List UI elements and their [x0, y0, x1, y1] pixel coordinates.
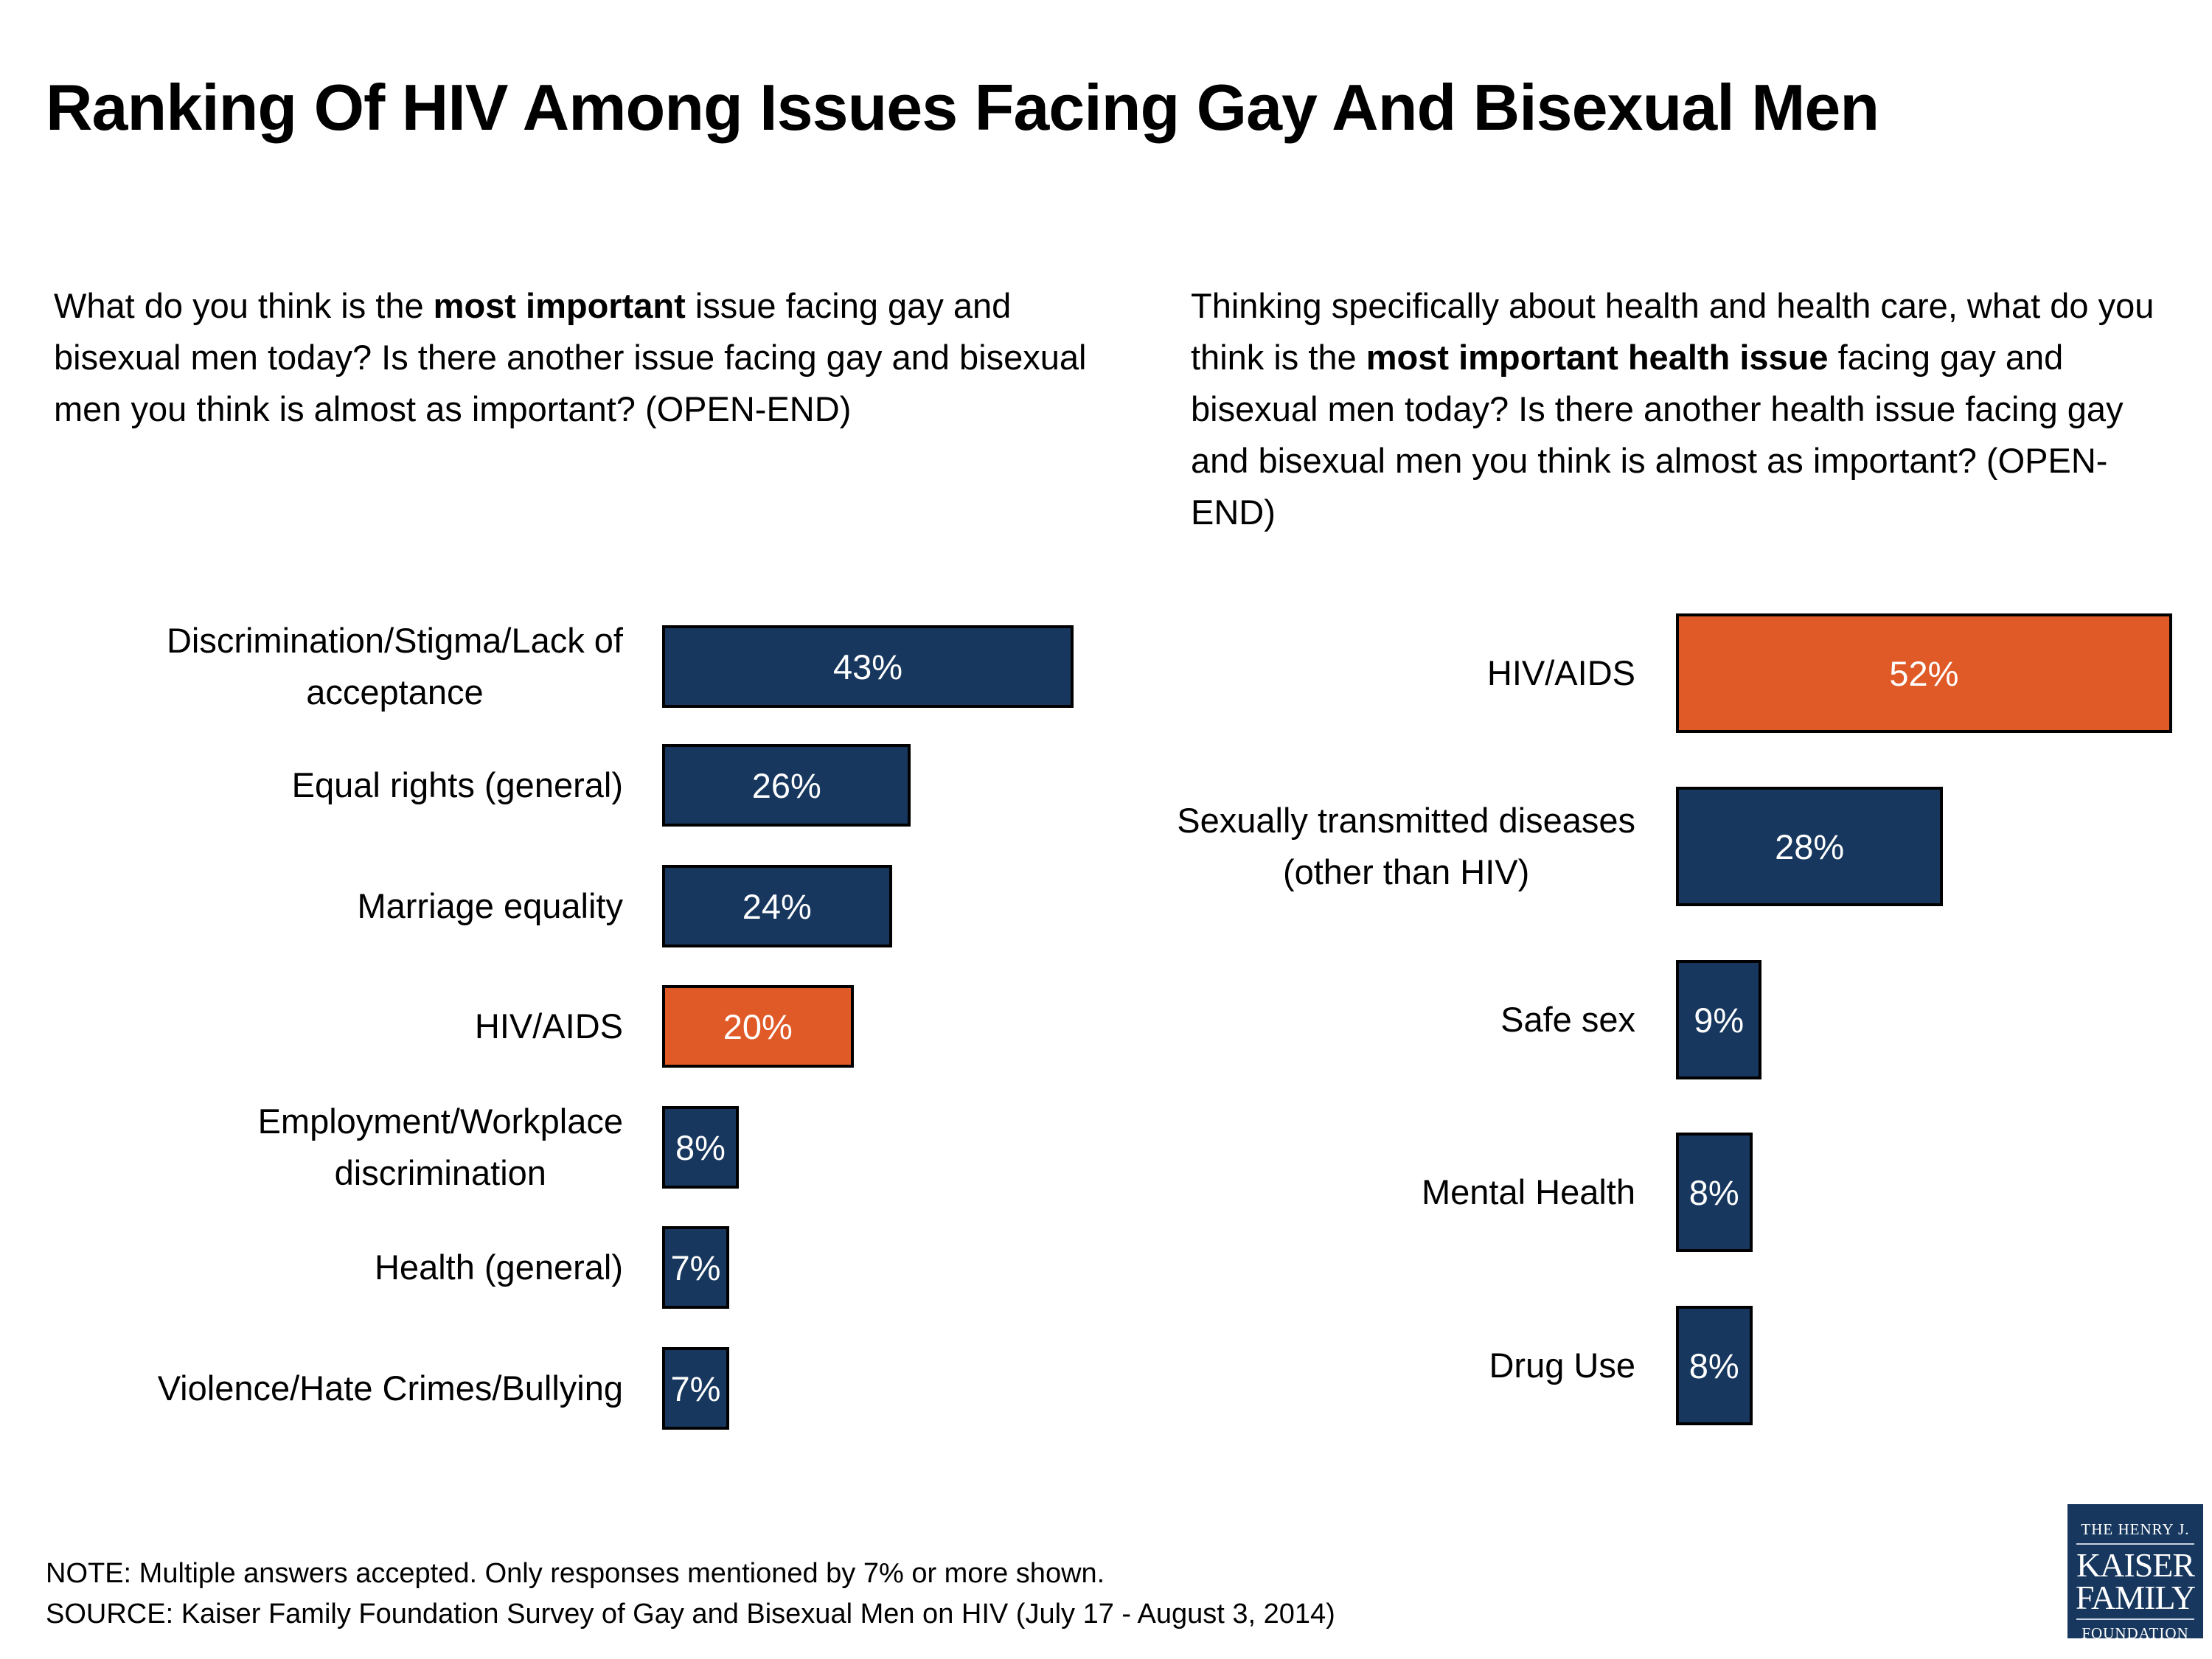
bar: 52%: [1676, 613, 2172, 733]
bar: 20%: [662, 985, 854, 1068]
category-label: Drug Use: [1489, 1346, 1635, 1385]
bar: 8%: [1676, 1133, 1753, 1252]
bar: 28%: [1676, 787, 1944, 906]
category-label: HIV/AIDS: [1486, 653, 1635, 692]
data-label: 7%: [670, 1248, 721, 1287]
data-label: 8%: [675, 1127, 726, 1167]
bar: 43%: [662, 625, 1074, 708]
source-text: SOURCE: Kaiser Family Foundation Survey …: [46, 1599, 1335, 1630]
logo-text: KAISER: [2076, 1546, 2195, 1584]
question-emphasis: most important: [433, 286, 686, 325]
question-emphasis: most important health issue: [1366, 338, 1829, 377]
category-label-wrap: Equal rights (general): [33, 730, 623, 841]
left-question: What do you think is the most important …: [54, 280, 1101, 435]
bar: 8%: [1676, 1306, 1753, 1425]
category-label-wrap: Discrimination/Stigma/Lack of acceptance: [33, 611, 623, 722]
category-label-wrap: Safe sex: [1075, 964, 1635, 1075]
data-label: 28%: [1775, 827, 1845, 866]
data-label: 52%: [1889, 653, 1959, 693]
question-text: facing gay and bisexual men today? Is th…: [1191, 338, 2124, 532]
category-label-wrap: Health (general): [33, 1212, 623, 1323]
right-question: Thinking specifically about health and h…: [1191, 280, 2179, 538]
category-label-wrap: Mental Health: [1075, 1137, 1635, 1248]
question-text: issue facing gay and bisexual men today?…: [54, 286, 1087, 428]
category-label: Discrimination/Stigma/Lack of acceptance: [166, 621, 623, 712]
logo-text: FAMILY: [2075, 1579, 2196, 1616]
data-label: 7%: [670, 1368, 721, 1408]
note-text: NOTE: Multiple answers accepted. Only re…: [46, 1558, 1105, 1589]
bar: 7%: [662, 1226, 729, 1309]
category-label-wrap: Sexually transmitted diseases (other than…: [1075, 791, 1635, 902]
question-text: Thinking specifically about health and h…: [1191, 286, 2154, 377]
category-label: Marriage equality: [357, 886, 623, 925]
category-label: Safe sex: [1500, 1000, 1635, 1039]
data-label: 26%: [751, 765, 821, 805]
category-label: Violence/Hate Crimes/Bullying: [157, 1368, 623, 1408]
data-label: 8%: [1688, 1172, 1739, 1212]
question-text: What do you think is the: [54, 286, 434, 325]
data-label: 9%: [1694, 1000, 1745, 1040]
bar: 26%: [662, 744, 911, 827]
category-label: Mental Health: [1422, 1172, 1635, 1211]
category-label: HIV/AIDS: [474, 1006, 623, 1046]
category-label: Sexually transmitted diseases (other than…: [1177, 801, 1635, 891]
category-label-wrap: Employment/Workplace discrimination: [33, 1092, 623, 1203]
logo-text: THE HENRY J.: [2081, 1520, 2190, 1538]
logo-text: FOUNDATION: [2081, 1624, 2189, 1642]
kff-logo: THE HENRY J. KAISER FAMILY FOUNDATION: [2067, 1504, 2203, 1642]
bar: 9%: [1676, 960, 1762, 1079]
category-label: Equal rights (general): [291, 765, 623, 804]
category-label-wrap: Marriage equality: [33, 851, 623, 961]
category-label: Employment/Workplace discrimination: [257, 1102, 623, 1192]
data-label: 24%: [742, 886, 812, 926]
bar: 8%: [662, 1106, 739, 1189]
category-label-wrap: Drug Use: [1075, 1310, 1635, 1421]
bar: 24%: [662, 865, 892, 947]
category-label-wrap: HIV/AIDS: [33, 971, 623, 1082]
data-label: 43%: [833, 647, 903, 686]
category-label-wrap: HIV/AIDS: [1075, 618, 1635, 728]
category-label-wrap: Violence/Hate Crimes/Bullying: [33, 1333, 623, 1444]
category-label: Health (general): [374, 1248, 623, 1287]
page-title: Ranking Of HIV Among Issues Facing Gay A…: [46, 71, 1879, 144]
bar: 7%: [662, 1347, 729, 1430]
data-label: 20%: [723, 1006, 793, 1046]
data-label: 8%: [1688, 1346, 1739, 1385]
